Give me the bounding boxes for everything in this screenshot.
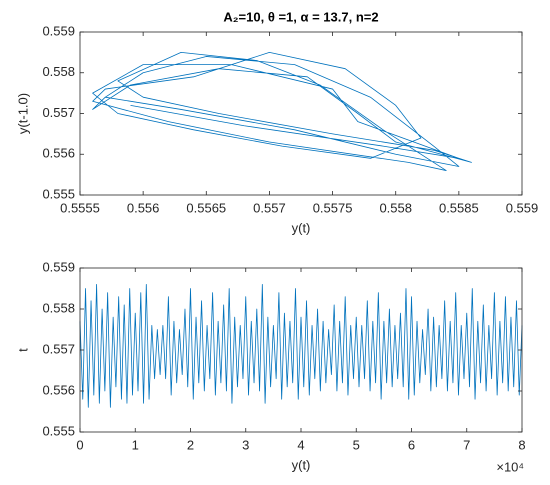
- y-tick-label: 0.558: [42, 64, 75, 79]
- y-tick-label: 0.557: [42, 105, 75, 120]
- y-tick-label: 0.556: [42, 146, 75, 161]
- data-line: [79, 284, 523, 408]
- y-tick-label: 0.555: [42, 423, 75, 438]
- y-axis-label: t: [15, 348, 30, 352]
- x-tick-label: 3: [242, 437, 249, 452]
- x-tick-label: 0.5575: [313, 200, 353, 215]
- x-tick-label: 1: [132, 437, 139, 452]
- x-exponent: ×10⁴: [496, 459, 524, 474]
- x-tick-label: 0: [76, 437, 83, 452]
- y-tick-label: 0.556: [42, 382, 75, 397]
- data-line: [92, 51, 472, 171]
- x-tick-label: 0.558: [379, 200, 412, 215]
- x-tick-label: 6: [408, 437, 415, 452]
- x-tick-label: 0.5565: [186, 200, 226, 215]
- x-axis-label: y(t): [292, 220, 311, 235]
- x-tick-label: 2: [187, 437, 194, 452]
- y-tick-label: 0.555: [42, 186, 75, 201]
- chart-title: A₂=10, θ =1, α = 13.7, n=2: [223, 9, 378, 24]
- x-tick-label: 0.5555: [60, 200, 100, 215]
- x-tick-label: 0.5585: [439, 200, 479, 215]
- x-axis-label: y(t): [292, 457, 311, 472]
- x-tick-label: 4: [297, 437, 304, 452]
- x-tick-label: 0.557: [253, 200, 286, 215]
- plot-area: [80, 268, 522, 432]
- y-axis-label: y(t-1.0): [15, 93, 30, 134]
- x-tick-label: 7: [463, 437, 470, 452]
- y-tick-label: 0.558: [42, 300, 75, 315]
- x-tick-label: 0.556: [127, 200, 160, 215]
- y-tick-label: 0.557: [42, 341, 75, 356]
- plot-area: [80, 32, 522, 195]
- x-tick-label: 5: [353, 437, 360, 452]
- x-tick-label: 0.559: [506, 200, 539, 215]
- y-tick-label: 0.559: [42, 23, 75, 38]
- x-tick-label: 8: [518, 437, 525, 452]
- y-tick-label: 0.559: [42, 259, 75, 274]
